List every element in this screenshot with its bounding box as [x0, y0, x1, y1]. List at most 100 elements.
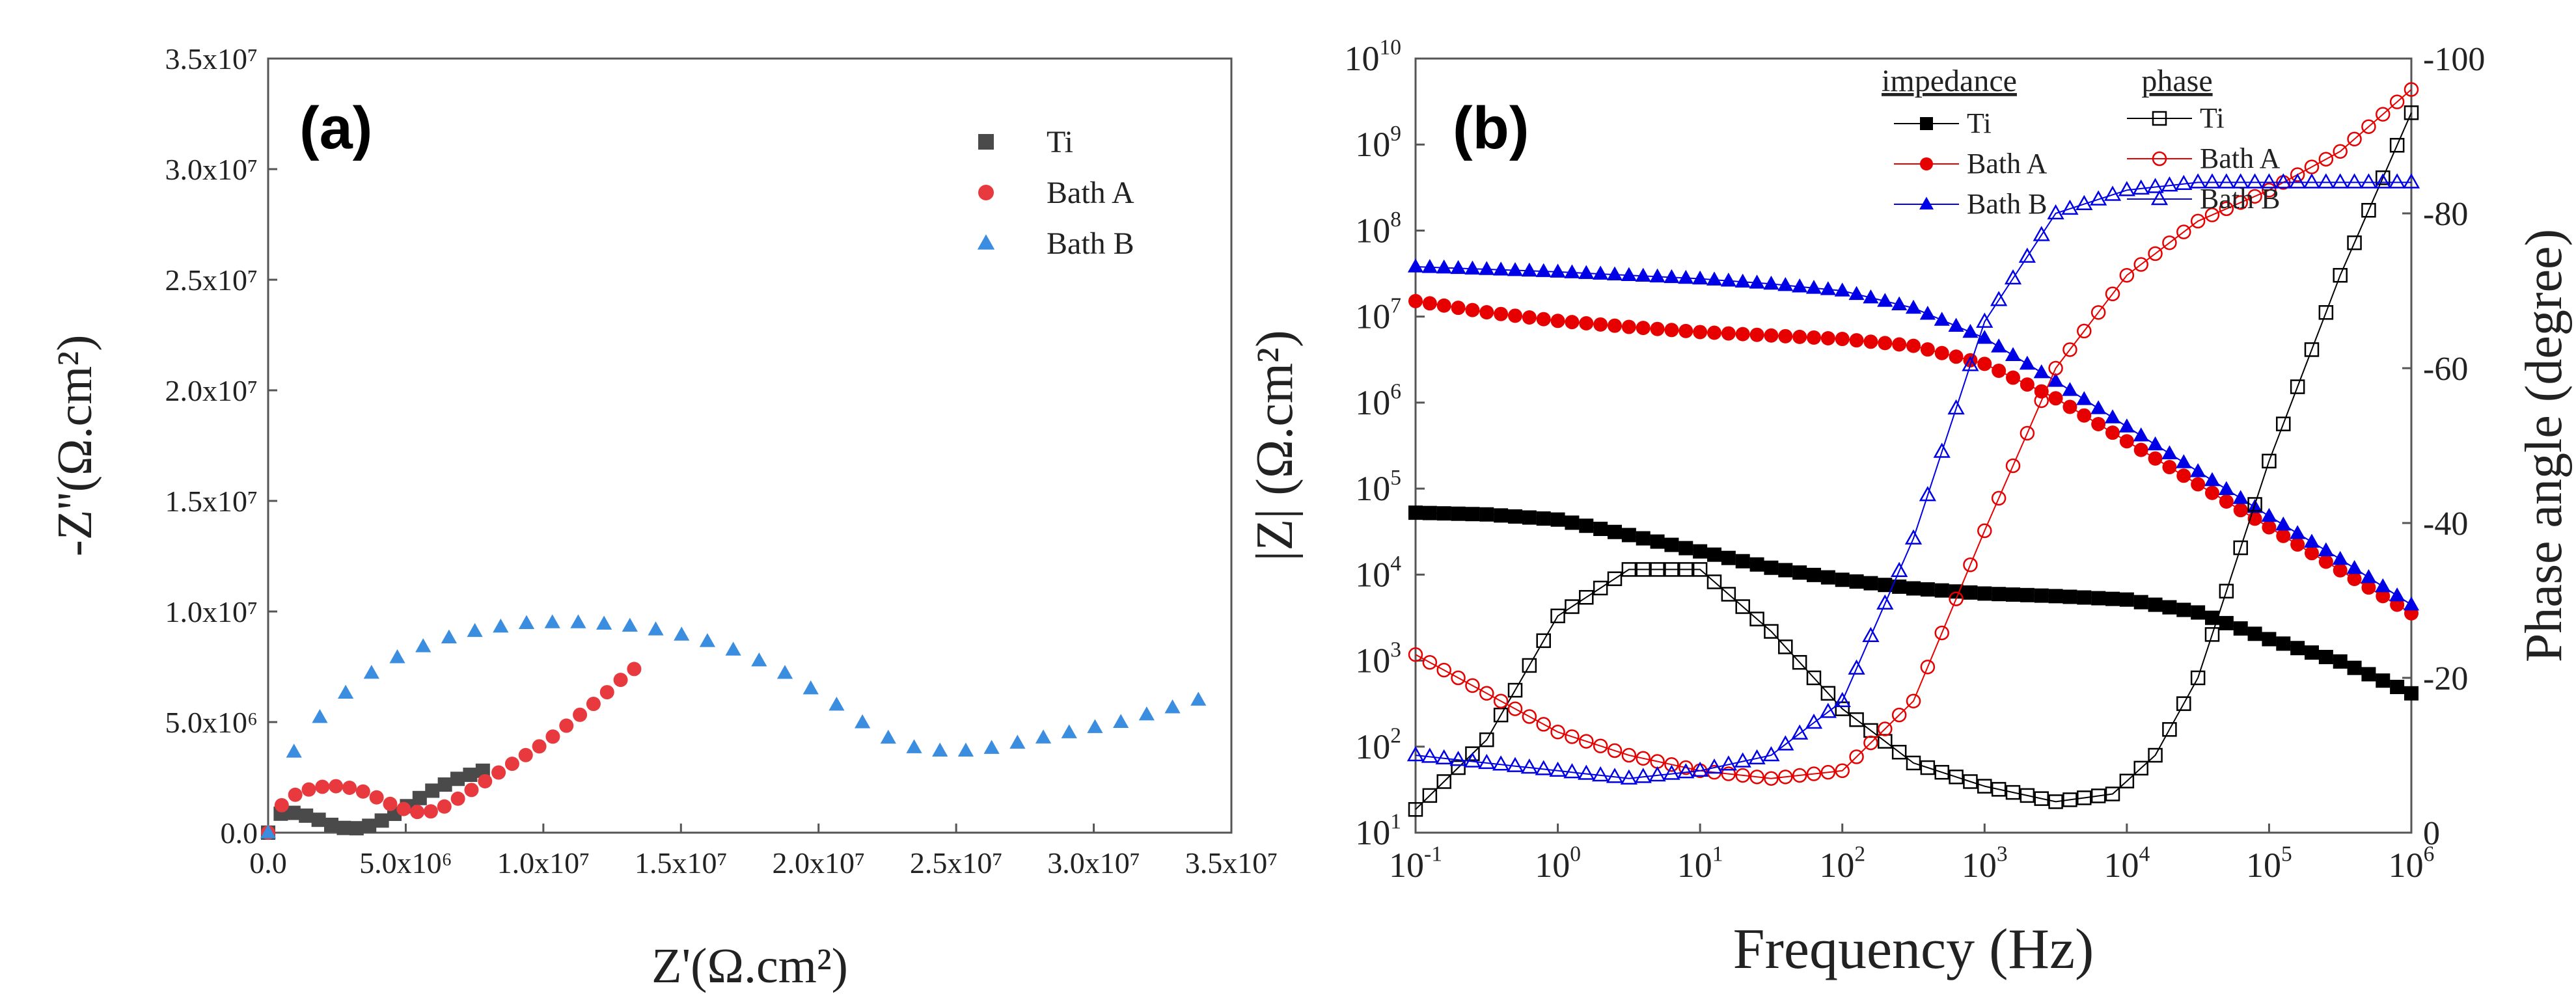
- impedance-point-bath-a: [2276, 528, 2291, 543]
- phase-point-bath-b: [2303, 173, 2321, 189]
- impedance-point-bath-a: [2361, 580, 2376, 595]
- phase-point-ti: [1934, 764, 1949, 780]
- data-point-bath-a: [599, 685, 614, 700]
- impedance-point-bath-a: [1835, 332, 1850, 347]
- impedance-point-bath-b: [2104, 409, 2121, 423]
- data-point-bath-a: [504, 757, 519, 772]
- y-tick-label-b: 105: [1355, 466, 1401, 508]
- x-tick-label-a: 1.0x10⁷: [497, 846, 590, 879]
- x-tick-label-b: 105: [2246, 842, 2292, 885]
- data-point-bath-a: [315, 779, 330, 794]
- data-point-bath-a: [274, 798, 289, 812]
- impedance-point-ti: [1593, 521, 1608, 536]
- phase-point-bath-a: [2219, 201, 2234, 217]
- phase-point-ti: [1664, 562, 1679, 577]
- phase-point-ti: [2005, 785, 2021, 800]
- impedance-point-ti: [2347, 660, 2362, 675]
- impedance-point-bath-a: [2176, 468, 2191, 483]
- phase-point-bath-b: [2275, 173, 2292, 189]
- phase-point-bath-b: [1833, 691, 1851, 707]
- impedance-point-ti: [1608, 524, 1622, 539]
- data-point-bath-b: [1087, 719, 1103, 733]
- phase-point-bath-b: [1705, 758, 1723, 774]
- impedance-point-bath-a: [1522, 310, 1537, 325]
- phase-line-bath-a: [1415, 88, 2412, 779]
- impedance-point-ti: [1749, 557, 1764, 572]
- data-point-bath-a: [559, 718, 574, 733]
- impedance-point-bath-b: [1891, 296, 1908, 310]
- phase-point-bath-a: [1991, 490, 2007, 506]
- impedance-point-bath-b: [1934, 312, 1950, 326]
- impedance-point-bath-b: [2261, 507, 2277, 522]
- phase-point-bath-b: [2132, 179, 2150, 195]
- legend-label: Ti: [2200, 102, 2225, 134]
- data-point-bath-b: [570, 614, 586, 628]
- phase-point-ti: [2262, 453, 2277, 469]
- x-tick-label-a: 3.5x10⁷: [1185, 846, 1278, 879]
- phase-point-ti: [1493, 707, 1509, 723]
- phase-point-ti: [1522, 658, 1537, 673]
- data-point-bath-a: [613, 673, 628, 688]
- impedance-point-ti: [1735, 554, 1750, 569]
- impedance-point-bath-a: [2119, 434, 2134, 449]
- phase-point-bath-b: [1791, 724, 1809, 740]
- phase-point-ti: [1906, 755, 1921, 771]
- impedance-point-bath-b: [1606, 266, 1623, 280]
- legend-marker-impedance: [1919, 196, 1934, 209]
- impedance-point-bath-a: [1721, 326, 1736, 341]
- y-axis-title-b: |Z| (Ω.cm²): [1246, 330, 1304, 561]
- impedance-point-ti: [2376, 673, 2391, 688]
- phase-point-bath-a: [1664, 757, 1679, 772]
- phase-point-ti: [2318, 305, 2334, 320]
- phase-point-ti: [1436, 774, 1451, 789]
- impedance-point-bath-a: [1579, 316, 1594, 330]
- impedance-point-ti: [2191, 605, 2206, 620]
- phase-point-bath-a: [2318, 152, 2334, 167]
- phase-point-ti: [1621, 562, 1637, 577]
- phase-point-bath-b: [1762, 745, 1780, 762]
- impedance-point-bath-b: [1877, 293, 1893, 307]
- y-tick-label-a: 3.5x10⁷: [165, 42, 258, 75]
- phase-point-bath-a: [1451, 670, 1466, 686]
- nyquist-points: [260, 614, 1207, 840]
- phase-point-bath-a: [2389, 94, 2405, 109]
- bode-ticks: 10-1 100 101 102 103 104 105 106 101 102 103 104 105…: [1345, 36, 2486, 885]
- impedance-point-bath-b: [2318, 542, 2334, 557]
- impedance-point-bath-a: [2133, 442, 2148, 457]
- impedance-point-bath-a: [2048, 391, 2063, 406]
- impedance-point-bath-a: [1693, 325, 1708, 340]
- impedance-point-bath-a: [2318, 554, 2333, 569]
- y-tick-label-b: 107: [1355, 293, 1401, 336]
- data-point-bath-b: [1164, 699, 1181, 714]
- impedance-point-bath-b: [2019, 355, 2035, 370]
- phase-line-ti: [1415, 112, 2412, 811]
- phase-point-ti: [2276, 416, 2291, 431]
- phase-point-bath-b: [2161, 176, 2178, 192]
- impedance-point-ti: [2006, 587, 2020, 602]
- impedance-point-ti: [1992, 587, 2007, 602]
- phase-point-ti: [1465, 746, 1480, 761]
- phase-point-ti: [1991, 782, 2007, 797]
- impedance-point-ti: [2020, 587, 2035, 602]
- impedance-point-bath-b: [1550, 263, 1566, 278]
- legend-label: Ti: [1047, 125, 1073, 159]
- phase-point-bath-a: [1436, 662, 1451, 678]
- data-point-ti: [450, 772, 465, 786]
- legend-label: Ti: [1967, 107, 1992, 139]
- phase-point-bath-a: [1550, 725, 1565, 740]
- phase-point-ti: [1550, 608, 1565, 624]
- y2-tick-label-b: 0: [2423, 815, 2440, 852]
- data-point-bath-a: [423, 804, 438, 819]
- phase-point-bath-a: [1835, 763, 1850, 779]
- impedance-point-bath-a: [1494, 306, 1509, 321]
- data-point-ti: [412, 790, 427, 805]
- impedance-point-ti: [1508, 509, 1522, 524]
- phase-point-ti: [2105, 786, 2120, 801]
- phase-point-bath-b: [1649, 766, 1666, 782]
- impedance-point-bath-b: [1805, 280, 1822, 294]
- impedance-point-bath-a: [2191, 477, 2206, 492]
- phase-point-bath-a: [1579, 734, 1594, 749]
- data-point-bath-b: [855, 714, 871, 729]
- impedance-point-bath-b: [1919, 306, 1936, 320]
- data-point-bath-b: [699, 633, 716, 647]
